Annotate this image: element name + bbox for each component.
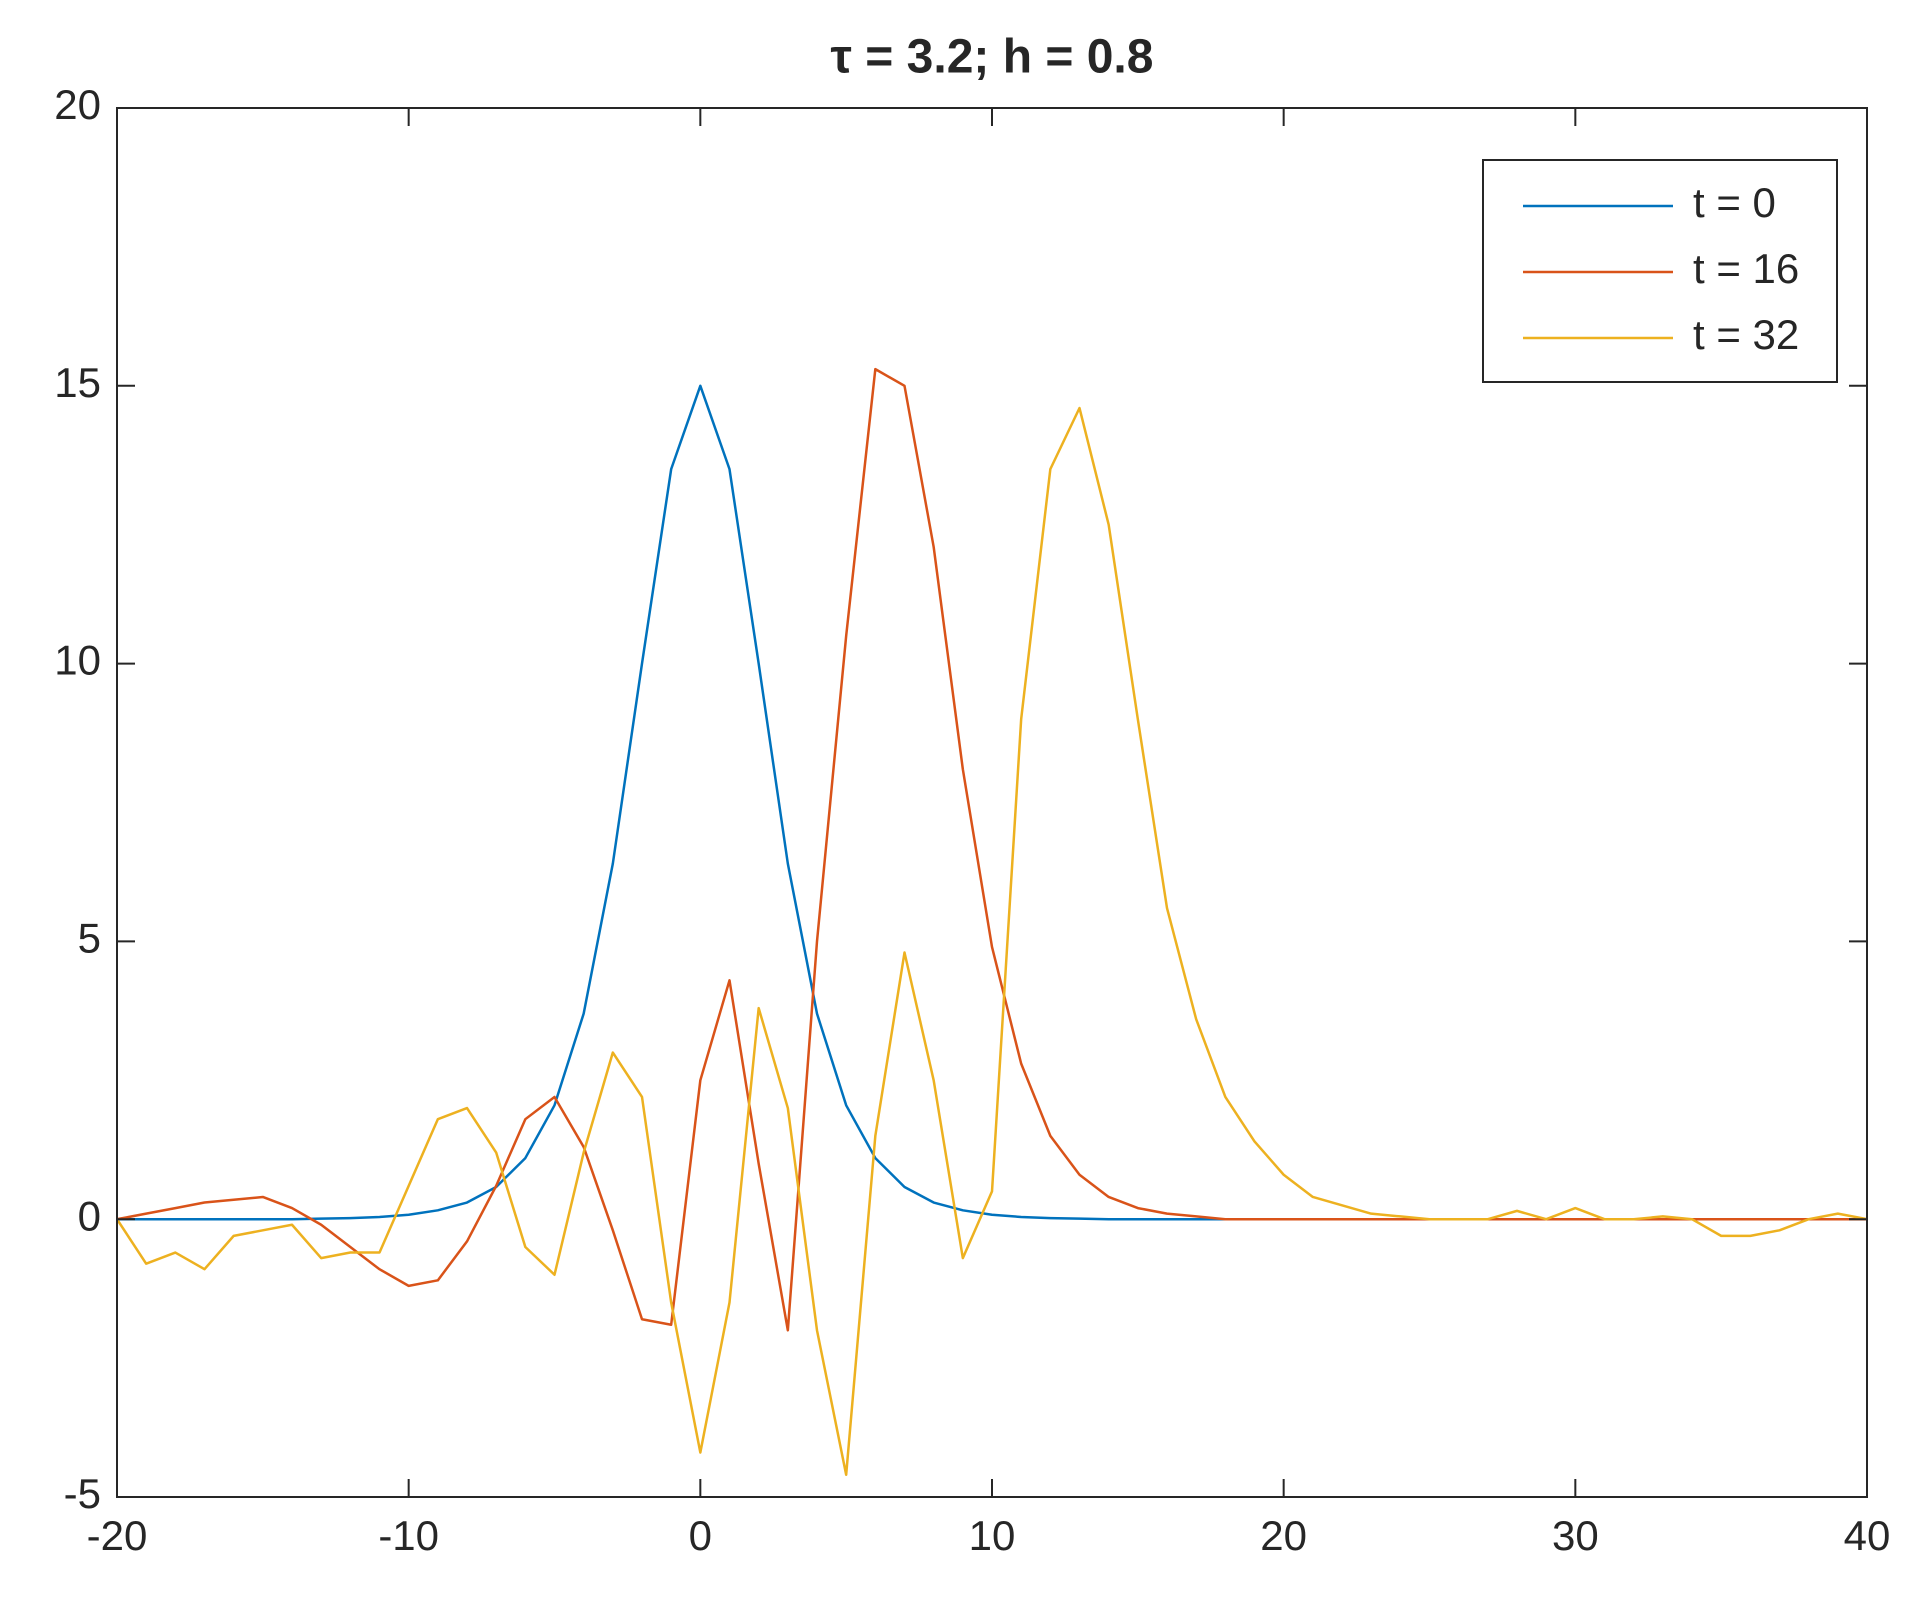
data-line [117, 406, 1867, 1477]
plot-area [117, 367, 1867, 1477]
y-tick-label: -5 [64, 1470, 101, 1517]
x-tick-label: -20 [87, 1512, 148, 1559]
x-tick-label: 10 [969, 1512, 1016, 1559]
y-tick-label: 5 [78, 914, 101, 961]
y-tick-label: 10 [54, 637, 101, 684]
x-tick-label: 30 [1552, 1512, 1599, 1559]
y-tick-label: 20 [54, 81, 101, 128]
legend-label: t = 32 [1693, 311, 1799, 358]
x-tick-label: -10 [378, 1512, 439, 1559]
y-tick-label: 0 [78, 1192, 101, 1239]
data-line [117, 367, 1867, 1332]
x-tick-label: 0 [689, 1512, 712, 1559]
chart-title: τ = 3.2; h = 0.8 [831, 31, 1154, 84]
legend-label: t = 0 [1693, 179, 1776, 226]
x-tick-label: 20 [1260, 1512, 1307, 1559]
y-tick-label: 15 [54, 359, 101, 406]
legend-label: t = 16 [1693, 245, 1799, 292]
x-tick-label: 40 [1844, 1512, 1891, 1559]
